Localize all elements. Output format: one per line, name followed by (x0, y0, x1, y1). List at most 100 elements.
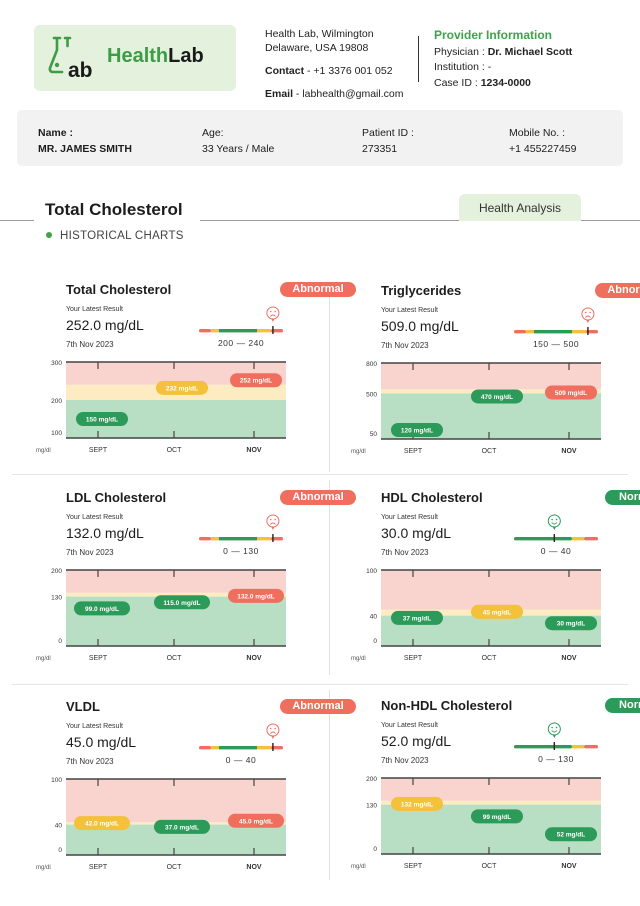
card-title: HDL Cholesterol (381, 490, 483, 505)
data-point: 52 mg/dL (545, 827, 597, 842)
health-analysis-tab[interactable]: Health Analysis (459, 194, 581, 221)
data-point-label: 232 mg/dL (166, 385, 198, 392)
data-point-pill (545, 616, 597, 631)
gauge-segment-borderline-high (257, 537, 271, 541)
card-title: Triglycerides (381, 283, 462, 298)
data-point-pill (230, 373, 282, 388)
data-point-label: 42.0 mg/dL (85, 821, 119, 828)
x-tick-label: NOV (246, 655, 262, 662)
chart-card: Total Cholesterol Abnormal Your Latest Res… (36, 282, 356, 482)
gauge-segment-high (271, 537, 283, 541)
data-point-label: 37.0 mg/dL (165, 824, 199, 831)
data-point-label: 252 mg/dL (240, 378, 272, 385)
x-tick-label: SEPT (89, 655, 108, 662)
sad-face-icon (266, 723, 280, 739)
data-point: 99 mg/dL (471, 809, 523, 824)
data-point: 132 mg/dL (391, 796, 443, 811)
sad-face-icon (266, 306, 280, 322)
result-date: 7th Nov 2023 (381, 548, 429, 557)
data-point-label: 99 mg/dL (483, 814, 512, 821)
result-value: 45.0 mg/dL (66, 734, 137, 750)
result-value: 132.0 mg/dL (66, 525, 144, 541)
x-tick-label: NOV (561, 655, 577, 662)
chart-card: LDL Cholesterol Abnormal Your Latest Resul… (36, 490, 356, 690)
data-point: 150 mg/dL (76, 412, 128, 426)
lab-info: Health Lab, Wilmington Delaware, USA 198… (265, 27, 403, 101)
latest-result-label: Your Latest Result (381, 514, 438, 521)
data-point: 470 mg/dL (471, 389, 523, 404)
address-line-2: Delaware, USA 19808 (265, 42, 369, 54)
gauge-segment-normal (219, 746, 257, 750)
gauge-segment-high (271, 329, 283, 333)
sad-face-icon (581, 307, 595, 323)
latest-result-label: Your Latest Result (66, 306, 123, 313)
data-point-pill (228, 813, 284, 828)
reference-range: 0 — 40 (225, 755, 257, 765)
gauge-segment-normal (534, 330, 572, 334)
column-divider (329, 287, 330, 472)
result-date: 7th Nov 2023 (66, 757, 114, 766)
x-tick-label: NOV (561, 448, 577, 455)
result-value: 509.0 mg/dL (381, 318, 459, 334)
data-point-pill (471, 389, 523, 404)
gauge-segment-borderline-low (211, 537, 219, 541)
data-point: 120 mg/dL (391, 423, 443, 437)
data-point-label: 509 mg/dL (555, 390, 587, 397)
reference-range: 0 — 40 (540, 546, 572, 556)
y-tick-label: 300 (51, 360, 62, 367)
gauge-segment-high (584, 745, 598, 749)
data-point: 132.0 mg/dL (228, 588, 284, 603)
chart-card: Non-HDL Cholesterol Normal Your Latest Res… (351, 698, 640, 898)
data-point-pill (545, 385, 597, 400)
header-divider (418, 36, 419, 82)
x-tick-label: OCT (482, 863, 498, 870)
gauge-segment-low (514, 330, 526, 334)
band-high (381, 363, 601, 390)
result-gauge (199, 306, 283, 334)
reference-range: 200 — 240 (217, 338, 265, 348)
gauge-segment-normal (219, 329, 257, 333)
card-title: Non-HDL Cholesterol (381, 698, 513, 713)
case-line: Case ID : 1234-0000 (434, 76, 531, 89)
data-point-pill (471, 809, 523, 824)
y-tick-label: 40 (55, 823, 63, 830)
gauge-segment-borderline-high (257, 329, 271, 333)
gauge-segment-borderline-low (211, 746, 219, 750)
y-tick-label: 200 (366, 776, 377, 783)
x-tick-label: OCT (482, 655, 498, 662)
column-divider (329, 690, 330, 880)
contact-line: Contact - +1 3376 001 052 (265, 65, 393, 77)
provider-heading: Provider Information (434, 28, 553, 42)
band-high (381, 778, 601, 801)
gauge-segment-high (271, 746, 283, 750)
data-point: 509 mg/dL (545, 385, 597, 400)
data-point: 99.0 mg/dL (74, 601, 130, 616)
gauge-segment-low (199, 746, 211, 750)
y-tick-label: 100 (51, 777, 62, 784)
brand-name: HealthLab (107, 45, 204, 67)
data-point-pill (391, 423, 443, 437)
x-tick-label: SEPT (89, 864, 108, 871)
y-tick-label: 500 (366, 391, 377, 398)
y-tick-label: 0 (373, 846, 377, 853)
email-line: Email - labhealth@gmail.com (265, 88, 404, 100)
data-point: 42.0 mg/dL (74, 816, 130, 831)
latest-result-label: Your Latest Result (381, 722, 438, 729)
data-point-pill (76, 412, 128, 426)
data-point-label: 52 mg/dL (557, 832, 586, 839)
gauge-segment-borderline (572, 745, 584, 749)
status-badge: Abnormal (280, 282, 356, 297)
band-high (381, 570, 601, 610)
data-point-label: 120 mg/dL (401, 428, 433, 435)
y-tick-label: 100 (366, 568, 377, 575)
x-tick-label: SEPT (89, 447, 108, 454)
data-point-label: 30 mg/dL (557, 621, 586, 628)
chart-card: Triglycerides Abnormal Your Latest Result 5… (351, 283, 640, 483)
y-tick-label: 800 (366, 361, 377, 368)
gauge-segment-normal (514, 537, 572, 541)
y-unit-label: mg/dl (36, 656, 51, 662)
data-point-pill (228, 588, 284, 603)
flask-logo-icon: ab (48, 36, 93, 82)
status-badge: Normal (605, 698, 640, 713)
result-value: 30.0 mg/dL (381, 525, 452, 541)
